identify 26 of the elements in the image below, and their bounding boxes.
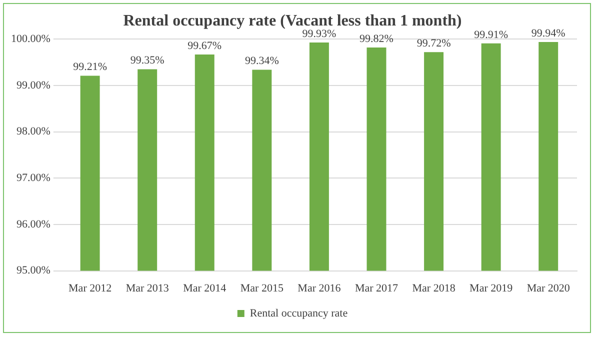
data-label: 99.35% [130, 54, 164, 67]
y-tick-label: 99.00% [16, 79, 50, 92]
y-tick-label: 100.00% [10, 33, 50, 46]
data-label: 99.91% [474, 28, 508, 41]
x-tick-label: Mar 2018 [412, 282, 456, 294]
data-label: 99.93% [302, 28, 336, 40]
data-label: 99.72% [416, 38, 451, 50]
y-tick-label: 98.00% [16, 126, 50, 138]
data-label: 99.67% [188, 40, 222, 52]
x-tick-label: Mar 2012 [68, 282, 112, 294]
x-tick-label: Mar 2016 [298, 282, 342, 294]
x-tick-label: Mar 2013 [126, 282, 170, 294]
legend-label: Rental occupancy rate [250, 307, 348, 320]
x-tick-label: Mar 2015 [240, 282, 284, 294]
chart-title: Rental occupancy rate (Vacant less than 1 month) [123, 12, 462, 30]
x-tick-label: Mar 2014 [183, 282, 227, 294]
data-label: 99.34% [244, 55, 279, 68]
y-tick-label: 97.00% [16, 172, 50, 184]
data-label: 99.94% [531, 27, 566, 40]
data-label: 99.21% [73, 61, 108, 74]
y-tick-label: 95.00% [16, 264, 50, 277]
x-tick-label: Mar 2017 [354, 282, 399, 294]
x-tick-label: Mar 2020 [526, 282, 570, 294]
x-tick-label: Mar 2019 [470, 282, 514, 294]
data-label: 99.82% [360, 32, 394, 45]
y-tick-label: 96.00% [16, 218, 50, 230]
